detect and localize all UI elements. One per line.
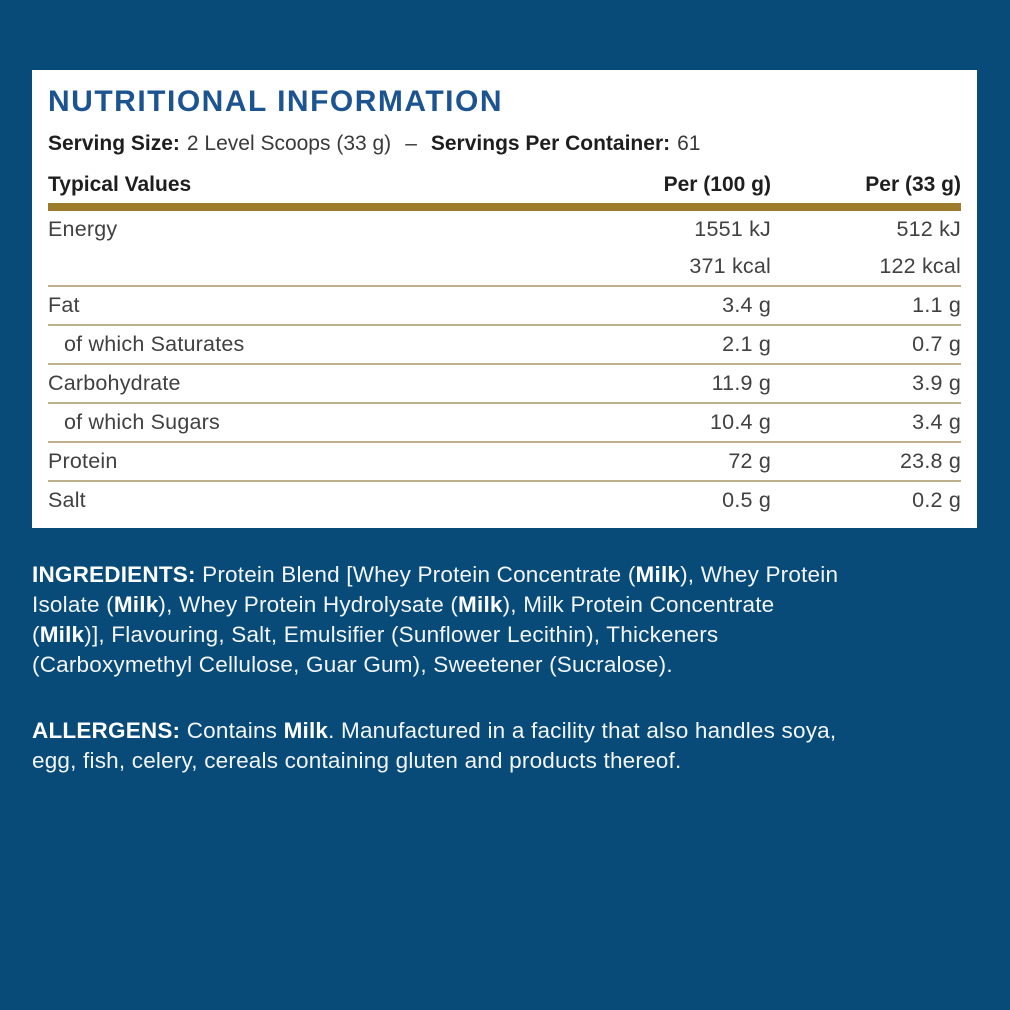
nutrition-table-body: Energy 1551 kJ 512 kJ 371 kcal 122 kcal … bbox=[48, 211, 961, 519]
value-per-33g: 3.9 g bbox=[912, 371, 961, 395]
text-segment: ), Whey Protein Hydrolysate ( bbox=[158, 592, 459, 617]
serving-separator-dash: – bbox=[405, 132, 417, 155]
text-segment: )], Flavouring, Salt, Emulsifier (Sunflo… bbox=[84, 622, 719, 647]
text-segment: ), Milk Protein Concentrate bbox=[502, 592, 775, 617]
text-segment: egg, fish, celery, cereals containing gl… bbox=[32, 748, 682, 773]
row-label: Carbohydrate bbox=[48, 371, 181, 395]
value-per-100g: 11.9 g bbox=[711, 371, 771, 395]
servings-per-container-value: 61 bbox=[677, 132, 701, 155]
servings-per-container-label: Servings Per Container: bbox=[430, 132, 671, 155]
serving-size-value: 2 Level Scoops (33 g) bbox=[186, 132, 392, 155]
row-label: Energy bbox=[48, 217, 118, 241]
allergens-paragraph: ALLERGENS: Contains Milk. Manufactured i… bbox=[32, 716, 982, 776]
value-per-33g: 0.7 g bbox=[912, 332, 961, 356]
text-segment: Isolate ( bbox=[32, 592, 114, 617]
column-header-per-100g: Per (100 g) bbox=[663, 173, 771, 196]
page-title: NUTRITIONAL INFORMATION bbox=[48, 85, 504, 118]
table-row: Fat 3.4 g 1.1 g bbox=[48, 287, 961, 326]
value-per-33g: 23.8 g bbox=[900, 449, 961, 473]
bold-text-segment: Milk bbox=[283, 718, 329, 743]
text-segment: Protein Blend [Whey Protein Concentrate … bbox=[195, 562, 636, 587]
text-line: egg, fish, celery, cereals containing gl… bbox=[32, 746, 982, 776]
value-per-100g: 1551 kJ bbox=[694, 217, 771, 241]
bold-text-segment: INGREDIENTS: bbox=[32, 562, 196, 587]
value-per-100g: 72 g bbox=[728, 449, 771, 473]
text-segment: ( bbox=[32, 622, 40, 647]
value-per-33g: 1.1 g bbox=[912, 293, 961, 317]
table-row: Carbohydrate 11.9 g 3.9 g bbox=[48, 365, 961, 404]
value-per-100g: 371 kcal bbox=[689, 254, 771, 278]
value-per-100g: 10.4 g bbox=[710, 410, 771, 434]
text-line: Isolate (Milk), Whey Protein Hydrolysate… bbox=[32, 590, 982, 620]
text-line: (Carboxymethyl Cellulose, Guar Gum), Swe… bbox=[32, 650, 982, 680]
value-per-100g: 0.5 g bbox=[722, 488, 771, 512]
text-line: ALLERGENS: Contains Milk. Manufactured i… bbox=[32, 716, 982, 746]
bold-text-segment: Milk bbox=[458, 592, 503, 617]
nutrition-card: NUTRITIONAL INFORMATION Serving Size: 2 L… bbox=[32, 70, 977, 528]
value-per-33g: 0.2 g bbox=[912, 488, 961, 512]
bold-text-segment: Milk bbox=[635, 562, 681, 587]
row-label: of which Sugars bbox=[64, 410, 220, 434]
table-row: of which Saturates 2.1 g 0.7 g bbox=[48, 326, 961, 365]
table-row: Salt 0.5 g 0.2 g bbox=[48, 482, 961, 519]
column-header-typical-values: Typical Values bbox=[48, 173, 192, 196]
bold-text-segment: ALLERGENS: bbox=[32, 718, 181, 743]
gold-divider-bar bbox=[48, 203, 961, 211]
value-per-100g: 3.4 g bbox=[722, 293, 771, 317]
column-header-per-33g: Per (33 g) bbox=[865, 173, 961, 196]
row-label: Protein bbox=[48, 449, 118, 473]
text-segment: . Manufactured in a facility that also h… bbox=[328, 718, 837, 743]
table-row: of which Sugars 10.4 g 3.4 g bbox=[48, 404, 961, 443]
value-per-100g: 2.1 g bbox=[722, 332, 771, 356]
value-per-33g: 512 kJ bbox=[896, 217, 961, 241]
value-per-33g: 3.4 g bbox=[912, 410, 961, 434]
bold-text-segment: Milk bbox=[39, 622, 85, 647]
table-row: 371 kcal 122 kcal bbox=[48, 248, 961, 287]
serving-size-label: Serving Size: bbox=[48, 132, 180, 155]
text-segment: Contains bbox=[180, 718, 284, 743]
text-segment: (Carboxymethyl Cellulose, Guar Gum), Swe… bbox=[32, 652, 673, 677]
table-header-row: Typical Values Per (100 g) Per (33 g) bbox=[48, 171, 961, 198]
bold-text-segment: Milk bbox=[113, 592, 159, 617]
ingredients-paragraph: INGREDIENTS: Protein Blend [Whey Protein… bbox=[32, 560, 982, 680]
value-per-33g: 122 kcal bbox=[879, 254, 961, 278]
table-row: Protein 72 g 23.8 g bbox=[48, 443, 961, 482]
serving-info-line: Serving Size: 2 Level Scoops (33 g) – Servi… bbox=[48, 131, 961, 157]
table-row: Energy 1551 kJ 512 kJ bbox=[48, 211, 961, 248]
row-label: Salt bbox=[48, 488, 86, 512]
row-label: of which Saturates bbox=[64, 332, 245, 356]
row-label: Fat bbox=[48, 293, 80, 317]
text-segment: ), Whey Protein bbox=[680, 562, 839, 587]
text-line: INGREDIENTS: Protein Blend [Whey Protein… bbox=[32, 560, 982, 590]
text-line: (Milk)], Flavouring, Salt, Emulsifier (S… bbox=[32, 620, 982, 650]
